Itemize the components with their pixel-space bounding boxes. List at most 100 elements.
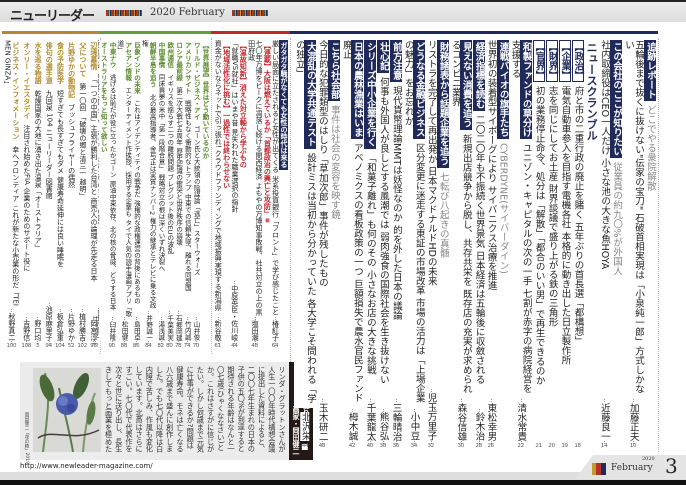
toc-entry-column[interactable]: ガタガタ騒がなくても女性の時代は来る [278,40,288,352]
toc-entry-column[interactable]: 大混乱の大学共通テスト設計ミスは当初から分かっていた 各大学こそ問われる「学の独… [294,40,316,452]
entry-label: どうなる金融ビジネス [412,40,425,139]
toc-entry-column[interactable]: 朝鮮半島を追う北の最高指導者、金与正は実質ナンバー2 権力の継承とテレビに乗る文… [140,40,157,352]
entry-title: オーストラリアをもっと知って欲しい [98,40,108,340]
issue-label: 2020 February [150,7,225,18]
toc-entry-column[interactable]: 五輪後まで抜くに抜けない"伝家の宝刀" 石破首相実現は「小泉純一郎」方式しかない… [623,40,645,452]
entry-page-number: 44 [301,443,309,450]
toc-entry-column[interactable]: アセアン情報エンターテイメント作挨拶、採用する企業も タイで人気の読手漫画アプリ… [116,40,132,352]
entry-author: 熊谷弘 [377,412,389,441]
toc-entry-column[interactable]: 世界初の装着型サイボーグにより サイバニクス治療を推進 東松幸男 26 [485,40,497,452]
entry-label: 中東ナウ [108,42,117,68]
entry-text: 五輪後まで抜くに抜けない"伝家の宝刀" 石破首相実現は「小泉純一郎」方式しかない [623,40,645,394]
toc-entry-column[interactable]: 壮心記何事も外国人が良しとする風潮では 弱肉強食の国際社会を生き抜けない 熊谷弘 3… [376,40,389,452]
toc-entry-column[interactable]: ビジネス・インフォメーション幸へフロンティア これが新たな小売業の形だ「TEIM… [3,40,20,352]
entry-page-number: 102 [77,343,87,350]
toc-entry-column[interactable]: 資金がないならネットで引っ張れ! クラウドファンディングで地域振興実現する新潟県… [213,40,223,352]
entry-page-number: 80 [166,343,173,350]
toc-entry-column[interactable]: 今日的な犯罪類型のはしり「草加次郎」事件が残したもの 玉木研二 48 [317,40,328,452]
toc-entry-column[interactable]: 【企業】電気自動車参入を目指す電機各社 本格的に動き出した日立製作所 19 [558,40,571,452]
toc-entry-column[interactable]: 前方注意現代貨幣理論MMTは妖怪なのか 的を外した日本の議論 三輪晴治 36 [389,40,402,452]
entry-page-number: 100 [6,343,17,350]
toc-entry-column[interactable]: 「就職VS就社」はいまや昔 見失われた職業選択の指針 中原英臣・佐川峻 44 [230,40,239,352]
entry-text: エンターテイメント作挨拶、採用する企業も タイで人気の読手漫画アプリ「歌道」 [115,40,132,317]
entry-page-number: 108 [21,343,32,350]
section-navy: 追跡レポートどこでやる衆院解散 五輪後まで抜くに抜けない"伝家の宝刀" 石破首相実… [294,40,656,452]
toc-entry-column[interactable]: ニュースクランブル [584,40,599,452]
toc-entry-column[interactable]: 財務諸表から話題企業を追う七転び八起きの真髄 [436,40,449,452]
entry-label: 【連載】大阪は燃えているか「首都政治の興亡と攻防」⑧ [263,42,272,225]
toc-entry-column[interactable]: ワールド・ビジネス・アイゴーン氏と大統領の陰謀論「逃亡」スターウォーズ 山井俊 70 [191,40,201,352]
entry-title: 連戦バイオの旗手たち CYBERDYNE(サイバーダイン) [496,40,509,440]
toc-entry-column[interactable]: 水を巡る物語乾燥国家の大地に湧き出た温泉「オーストラリア」 野口均 3 [32,40,43,352]
toc-entry-column[interactable]: 社内取締役はCEO一人だけ 小さな池の大きな魚HOYA 近藤良一 14 [599,40,610,452]
toc-entry-column[interactable]: この会社のここが知りたい従業員の約九〇%が外国人 [610,40,623,452]
toc-entry-column[interactable]: 巨象インドの未来これはアイデンティティの戦争だ 強権的な政権運営の背後にあるもの… [131,40,141,352]
toc-entry-column[interactable]: 日本の農林漁業はいまアベノミクスの看板政策の一つ 巨額損失で農水官民ファンド廃止… [341,40,363,452]
toc-entry-column[interactable]: 中国事情同床異夢の米中「第一段階合意」 戦略対立の根は深くいずれ決裂へ 湯浅誠 82 [156,40,165,352]
website-link[interactable]: http://www.newleader-magazine.com/ [20,462,153,470]
toc-entry-column[interactable]: 連戦バイオの旗手たち CYBERDYNE(サイバーダイン) [496,40,509,452]
toc-entry-column[interactable]: 【連載】大阪は燃えているか「首都政治の興亡と攻防」⑧ [261,40,272,352]
toc-entry-column[interactable]: ロシア最前線第二次大戦七五周年 歴史認識の衝突と世界秩序の崩壊 石郷岡建 78 [173,40,183,352]
toc-entry-column[interactable]: 中東ナウ逃げるは恥だが役に立ったかゴーン 原油中東依存、北の核の脅威、どうする日… [107,40,117,352]
cover-note-artist: 画家・岡田健二 [292,406,300,455]
entry-text: どこでやる衆院解散 [645,105,656,191]
toc-entry-column[interactable]: 【政治】府と市の二重行政の廃止を賭く 五年ぶりの首長選「都構想」 18 [571,40,584,452]
entry-page-number: 3 [35,343,39,350]
toc-entry-column[interactable]: 俳句の選手道九回泉 104 ニューリーダー図書館 池原麻里子 94 [43,40,54,352]
entry-text: 乾燥国家の大地に湧き出た温泉「オーストラリア」 [34,90,43,251]
entry-page-number: 42 [348,443,356,450]
entry-title: この会社のここが知りたい従業員の約九〇%が外国人 [610,40,623,440]
entry-label: オーストラリアをもっと知って欲しい [99,42,108,153]
entry-text: 現代貨幣理論MMTは妖怪なのか 的を外した日本の議論 [390,86,402,321]
entry-title: ワールド・ビジネス・アイゴーン氏と大統領の陰謀論「逃亡」スターウォーズ [191,40,201,317]
toc-entry-column[interactable]: オンリー・イエスタデイ注目され始めたFIA 企業のためのサポート役に 吉野信 108 [21,40,32,352]
entry-page-number: 98 [90,343,97,350]
entry-title: 中東ナウ逃げるは恥だが役に立ったかゴーン 原油中東依存、北の核の脅威、どうする日… [107,40,117,317]
entry-page-number: 104 [54,343,65,350]
entry-author: 臼井隆 [107,321,116,341]
entry-page-number: 48 [318,443,326,450]
toc-entry-column[interactable]: 片野ゆかの動物記ブッシュフライヤーの偶然 片野ゆか 52 [66,40,76,352]
toc-entry-column[interactable]: こちら社会部事件は社会の変容を映す鏡 [327,40,340,452]
entry-text: 二〇二〇年も不振続く世界景気 日本経済は五輪後に収斂される [473,114,485,384]
toc-entry-column[interactable]: 【官界】初の業務停止命令、処分は「解散」「都合のいい男」で再生できるのか 21 [532,40,545,452]
toc-entry-column[interactable]: 【温故知新】消えた対立軸から学ぶもの [237,40,248,352]
entry-text: 事件は社会の変容を映す鏡 [328,105,340,219]
toc-entry-column[interactable]: アメリカンサイト戦略性もなく衝動的なトランプ 中東での信頼失墜、離れる同盟国 竹内… [182,40,192,352]
toc-entry-column[interactable]: 欧州通信イギリスを揺らす二つの離脱問題 ブレグジット後のEUの波乱 千葉美実 80 [164,40,174,352]
toc-entry-column[interactable]: どうなる金融ビジネス区分変更に迷走する東証の市場改革 市場の活力は「上場企業の魅… [403,40,425,452]
toc-entry-column[interactable]: 追跡レポートどこでやる衆院解散 [644,40,656,452]
toc-entry-column[interactable]: オーストラリアをもっと知って欲しい [98,40,108,352]
toc-entry-column[interactable]: 【地域活性化に挑む】一過性では終わらせない [221,40,231,352]
footer-bar [0,472,686,485]
toc-entry-column[interactable]: 父について第一〇回 「破壊の郷と清三一 越明」 植村勝吉 102 [77,40,87,352]
entry-title: シリーズ中小企業を行く「和菓子離れ」も何のその 小さなお店の大きな挑戦 [363,40,376,399]
entry-page-number: 19 [561,443,568,450]
toc-entry-column[interactable]: シリーズ中小企業を行く「和菓子離れ」も何のその 小さなお店の大きな挑戦 千葉龍太 4… [363,40,376,452]
entry-text: 志を同じにしてお土産 財界談議で盛り上がる鉄の三角形 [546,86,558,327]
section-bar-red [211,31,290,34]
entry-text: 新規出店競争から脱し、共存共栄を 既存店の充実が求められるコンビニ業界 [449,40,472,394]
entry-title: ニュースクランブル [584,40,599,440]
toc-entry-column[interactable]: 【財界】志を同じにしてお土産 財界談議で盛り上がる鉄の三角形 20 [545,40,558,452]
divider [658,38,659,452]
toc-entry-column[interactable]: 和製ファンドの草分けユニゾン・キャピタルの次の一手 七割が赤字の病院経営を支援す… [510,40,532,452]
toc-entry-column[interactable]: 見えない消費を追う新規出店競争から脱し、共存共栄を 既存店の充実が求められるコン… [450,40,472,452]
entry-page-number: 64 [271,343,279,350]
entry-title: アメリカンサイト戦略性もなく衝動的なトランプ 中東での信頼失墜、離れる同盟国 [182,40,192,317]
entry-author: 新谷敬 [214,320,223,341]
toc-entry-column[interactable]: 経済指標を読む二〇二〇年も不振続く世界景気 日本経済は五輪後に収斂される 鈴木治 2… [472,40,485,452]
toc-entry-column[interactable]: 【世界展望】世界はどう動いているのか [200,40,209,352]
entry-text: 逃げるは恥だが役に立ったかゴーン 原油中東依存、北の核の脅威、どうする日本 [108,74,117,311]
entry-author: 児玉万里子 [425,393,437,441]
entry-label: ワールド・ビジネス・アイ [192,42,201,120]
toc-entry-column[interactable]: 七〇年万博をピークに凋落し続ける関西経済 よもやの万博知事敗戦、社共対立の上の黒… [247,40,263,352]
toc-entry-column[interactable]: 厳しい局面に立たされると女性が出てくる 米系投資銀行「フロント」で学び感じたこと… [271,40,280,352]
entry-title: アセアン情報エンターテイメント作挨拶、採用する企業も タイで人気の読手漫画アプリ… [116,40,132,317]
toc-entry-column[interactable]: 辺境慕情「一つの中国」主張が勝利した台湾と 商売人の論理が先走る日本 岡宮淳 98 [88,40,98,352]
entry-page-number: 61 [214,343,221,350]
entry-label: 中国事情 [156,42,165,68]
toc-entry-column[interactable]: リストラを完了して再出発か 日本マクドナルドHDの未来 児玉万里子 32 [425,40,437,452]
toc-entry-column[interactable]: 食の予防医学短すぎても長すぎてもダメ 健康寿命延伸には良い睡眠を 板倉弘重 104 [54,40,65,352]
